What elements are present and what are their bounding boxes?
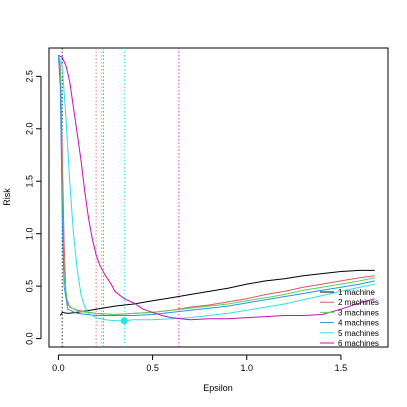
highlight-point [120,317,128,325]
y-axis-title: Risk [2,188,12,206]
series-line-3 [57,55,375,316]
legend-label: 3 machines [338,308,379,317]
vertical-reference-lines [61,48,180,347]
y-tick-label: 0.5 [24,280,34,293]
y-tick-label: 2.0 [24,123,34,136]
highlight-marker [120,317,128,325]
legend-label: 6 machines [338,339,379,348]
y-axis: 0.0 0.5 1.0 1.5 2.0 2.5 [24,70,42,345]
x-axis-title: Epsilon [203,383,233,393]
series-line-4 [57,55,375,316]
x-tick-label: 1.5 [335,363,348,373]
x-tick-label: 0.5 [146,363,159,373]
series-lines [57,54,375,322]
y-tick-label: 1.0 [24,227,34,240]
x-tick-label: 0.0 [52,363,65,373]
legend-label: 1 machine [338,288,375,297]
series-line-6 [58,54,375,321]
y-tick-label: 0.0 [24,332,34,345]
x-axis: 0.0 0.5 1.0 1.5 [52,354,348,373]
legend-label: 4 machines [338,319,379,328]
legend-label: 5 machines [338,329,379,338]
series-line-1 [59,269,375,316]
plot-frame [48,47,389,348]
x-tick-label: 1.0 [240,363,253,373]
series-line-5 [57,55,375,322]
y-tick-label: 1.5 [24,175,34,188]
legend-label: 2 machines [338,298,379,307]
y-tick-label: 2.5 [24,70,34,83]
